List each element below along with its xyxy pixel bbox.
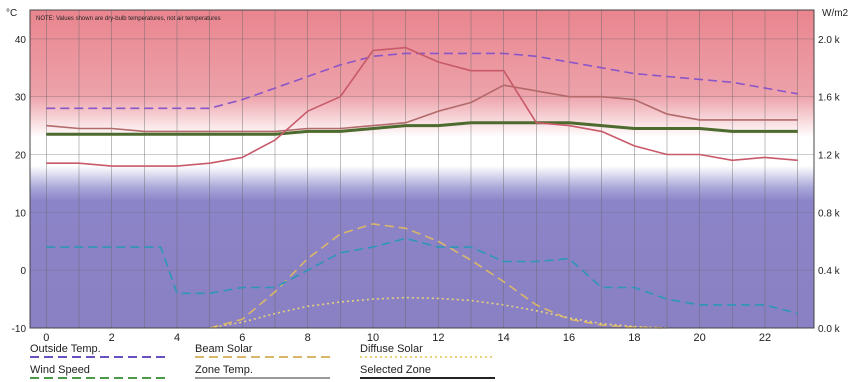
x-tick-label: 14	[498, 332, 510, 344]
legend-label: Zone Temp.	[195, 364, 253, 376]
right-tick-label: 0.8 k	[818, 208, 841, 219]
series-line-zone-temp	[46, 84, 798, 133]
left-tick-label: 20	[15, 151, 27, 162]
series-line-outside-temp	[46, 52, 798, 110]
legend-label: Diffuse Solar	[360, 343, 423, 355]
x-tick-label: 22	[759, 332, 771, 344]
right-tick-label: 0.0 k	[818, 324, 841, 335]
x-tick-label: 20	[694, 332, 706, 344]
right-tick-label: 2.0 k	[818, 35, 841, 46]
left-axis-ticks: -10 0 10 20 30 40	[12, 35, 27, 335]
right-tick-label: 0.4 k	[818, 266, 841, 277]
legend-label: Beam Solar	[195, 343, 253, 355]
series-layer	[46, 46, 798, 329]
series-line-wind-speed	[46, 237, 798, 315]
series-line-unlabeled	[46, 46, 798, 167]
left-tick-label: 30	[15, 93, 27, 104]
left-tick-label: -10	[12, 324, 27, 335]
x-axis-ticks: 0 2 4 6 8 10 12 14 16 18 20 22	[43, 332, 771, 344]
x-tick-label: 8	[305, 332, 311, 344]
left-tick-label: 10	[15, 208, 27, 219]
left-tick-label: 40	[15, 35, 27, 46]
x-tick-label: 6	[239, 332, 245, 344]
series-line-diffuse-solar	[209, 296, 668, 329]
x-tick-label: 16	[563, 332, 575, 344]
chart-note: NOTE: Values shown are dry-bulb temperat…	[36, 16, 221, 22]
x-tick-label: 4	[174, 332, 180, 344]
left-tick-label: 0	[20, 266, 26, 277]
x-tick-label: 0	[43, 332, 49, 344]
right-tick-label: 1.2 k	[818, 151, 841, 162]
plot-background	[30, 10, 814, 328]
legend: Outside Temp. Beam Solar Diffuse Solar Wind…	[30, 343, 495, 379]
x-tick-label: 12	[432, 332, 444, 344]
right-axis-ticks: 0.0 k 0.4 k 0.8 k 1.2 k 1.6 k 2.0 k	[818, 35, 841, 335]
x-tick-label: 2	[109, 332, 115, 344]
legend-label: Selected Zone	[360, 364, 431, 376]
series-line-beam-solar	[209, 223, 668, 329]
right-tick-label: 1.6 k	[818, 93, 841, 104]
x-tick-label: 10	[367, 332, 379, 344]
legend-label: Outside Temp.	[30, 343, 101, 355]
left-axis-label: °C	[6, 8, 17, 19]
series-line-selected-zone	[46, 121, 798, 136]
right-axis-label: W/m2	[822, 8, 849, 19]
plot-frame	[29, 9, 815, 329]
legend-label: Wind Speed	[30, 364, 90, 376]
x-tick-label: 18	[628, 332, 640, 344]
